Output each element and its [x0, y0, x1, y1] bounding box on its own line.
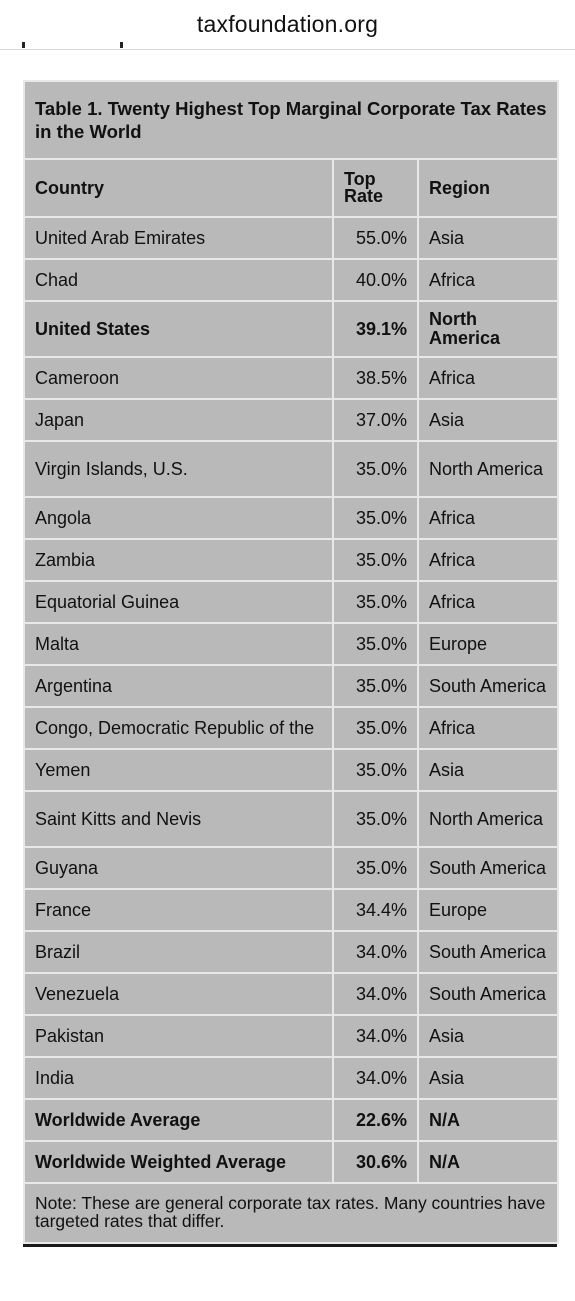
- rate-cell: 35.0%: [332, 790, 419, 848]
- rate-cell: 35.0%: [332, 538, 419, 582]
- table-row: Pakistan 34.0% Asia: [23, 1014, 560, 1058]
- clipped-page-content: [22, 40, 132, 48]
- table-row: France 34.4% Europe: [23, 888, 560, 932]
- table-row: Cameroon 38.5% Africa: [23, 356, 560, 400]
- country-cell: Pakistan: [23, 1014, 334, 1058]
- region-cell: Africa: [416, 580, 560, 624]
- column-header-region: Region: [416, 158, 560, 218]
- table-row: Congo, Democratic Republic of the 35.0% Af…: [23, 706, 560, 750]
- table-row: Chad 40.0% Africa: [23, 258, 560, 302]
- region-cell: North America: [416, 300, 560, 358]
- rate-cell: 35.0%: [332, 664, 419, 708]
- country-cell: Argentina: [23, 664, 334, 708]
- region-cell: South America: [416, 846, 560, 890]
- region-cell: Asia: [416, 1014, 560, 1058]
- country-cell: United States: [23, 300, 334, 358]
- table-row: United States 39.1% North America: [23, 300, 560, 358]
- region-cell: Asia: [416, 748, 560, 792]
- table-title: Table 1. Twenty Highest Top Marginal Cor…: [22, 80, 560, 160]
- region-cell: Africa: [416, 258, 560, 302]
- rate-cell: 55.0%: [332, 216, 419, 260]
- country-cell: Guyana: [23, 846, 334, 890]
- country-cell: Worldwide Weighted Average: [23, 1140, 334, 1184]
- rate-cell: 35.0%: [332, 496, 419, 540]
- page-url: taxfoundation.org: [196, 11, 379, 37]
- rate-cell: 34.0%: [332, 1014, 419, 1058]
- rate-cell: 39.1%: [332, 300, 419, 358]
- rate-cell: 35.0%: [332, 580, 419, 624]
- region-cell: Africa: [416, 496, 560, 540]
- country-cell: Cameroon: [23, 356, 334, 400]
- table-row: Equatorial Guinea 35.0% Africa: [23, 580, 560, 624]
- region-cell: Asia: [416, 1056, 560, 1100]
- table-row: Venezuela 34.0% South America: [23, 972, 560, 1016]
- country-cell: Zambia: [23, 538, 334, 582]
- country-cell: Congo, Democratic Republic of the: [23, 706, 334, 750]
- rate-cell: 35.0%: [332, 706, 419, 750]
- region-cell: South America: [416, 930, 560, 974]
- rate-cell: 34.0%: [332, 930, 419, 974]
- country-cell: Worldwide Average: [23, 1098, 334, 1142]
- tax-rate-table: Table 1. Twenty Highest Top Marginal Cor…: [22, 80, 560, 1247]
- table-row: India 34.0% Asia: [23, 1056, 560, 1100]
- table-row: Japan 37.0% Asia: [23, 398, 560, 442]
- region-cell: N/A: [416, 1098, 560, 1142]
- table-row: Virgin Islands, U.S. 35.0% North America: [23, 440, 560, 498]
- rate-cell: 35.0%: [332, 622, 419, 666]
- country-cell: Saint Kitts and Nevis: [23, 790, 334, 848]
- rate-cell: 35.0%: [332, 440, 419, 498]
- rate-cell: 38.5%: [332, 356, 419, 400]
- region-cell: Europe: [416, 888, 560, 932]
- table-body: United Arab Emirates 55.0% Asia Chad 40.0% Af…: [23, 216, 560, 1184]
- region-cell: Africa: [416, 706, 560, 750]
- table-row: Yemen 35.0% Asia: [23, 748, 560, 792]
- region-cell: North America: [416, 440, 560, 498]
- country-cell: Angola: [23, 496, 334, 540]
- table-row: United Arab Emirates 55.0% Asia: [23, 216, 560, 260]
- region-cell: Africa: [416, 538, 560, 582]
- table-row: Argentina 35.0% South America: [23, 664, 560, 708]
- column-header-country: Country: [23, 158, 334, 218]
- region-cell: N/A: [416, 1140, 560, 1184]
- table-note: Note: These are general corporate tax ra…: [22, 1182, 560, 1244]
- rate-cell: 35.0%: [332, 846, 419, 890]
- country-cell: Brazil: [23, 930, 334, 974]
- region-cell: South America: [416, 972, 560, 1016]
- rate-cell: 34.0%: [332, 1056, 419, 1100]
- table-row: Saint Kitts and Nevis 35.0% North America: [23, 790, 560, 848]
- country-cell: Equatorial Guinea: [23, 580, 334, 624]
- table-row: Worldwide Average 22.6% N/A: [23, 1098, 560, 1142]
- country-cell: France: [23, 888, 334, 932]
- rate-cell: 30.6%: [332, 1140, 419, 1184]
- country-cell: United Arab Emirates: [23, 216, 334, 260]
- region-cell: Europe: [416, 622, 560, 666]
- table-row: Brazil 34.0% South America: [23, 930, 560, 974]
- country-cell: Virgin Islands, U.S.: [23, 440, 334, 498]
- table-row: Angola 35.0% Africa: [23, 496, 560, 540]
- country-cell: Yemen: [23, 748, 334, 792]
- country-cell: Chad: [23, 258, 334, 302]
- rate-cell: 37.0%: [332, 398, 419, 442]
- rate-cell: 22.6%: [332, 1098, 419, 1142]
- browser-address-bar[interactable]: taxfoundation.org: [0, 0, 575, 50]
- region-cell: South America: [416, 664, 560, 708]
- table-row: Guyana 35.0% South America: [23, 846, 560, 890]
- region-cell: North America: [416, 790, 560, 848]
- country-cell: Venezuela: [23, 972, 334, 1016]
- country-cell: Japan: [23, 398, 334, 442]
- rate-cell: 35.0%: [332, 748, 419, 792]
- table-row: Malta 35.0% Europe: [23, 622, 560, 666]
- region-cell: Asia: [416, 216, 560, 260]
- data-table: Table 1. Twenty Highest Top Marginal Cor…: [22, 80, 560, 1244]
- rate-cell: 34.0%: [332, 972, 419, 1016]
- country-cell: Malta: [23, 622, 334, 666]
- rate-cell: 34.4%: [332, 888, 419, 932]
- region-cell: Asia: [416, 398, 560, 442]
- column-header-top-rate: Top Rate: [332, 158, 419, 218]
- table-row: Zambia 35.0% Africa: [23, 538, 560, 582]
- country-cell: India: [23, 1056, 334, 1100]
- table-row: Worldwide Weighted Average 30.6% N/A: [23, 1140, 560, 1184]
- region-cell: Africa: [416, 356, 560, 400]
- rate-cell: 40.0%: [332, 258, 419, 302]
